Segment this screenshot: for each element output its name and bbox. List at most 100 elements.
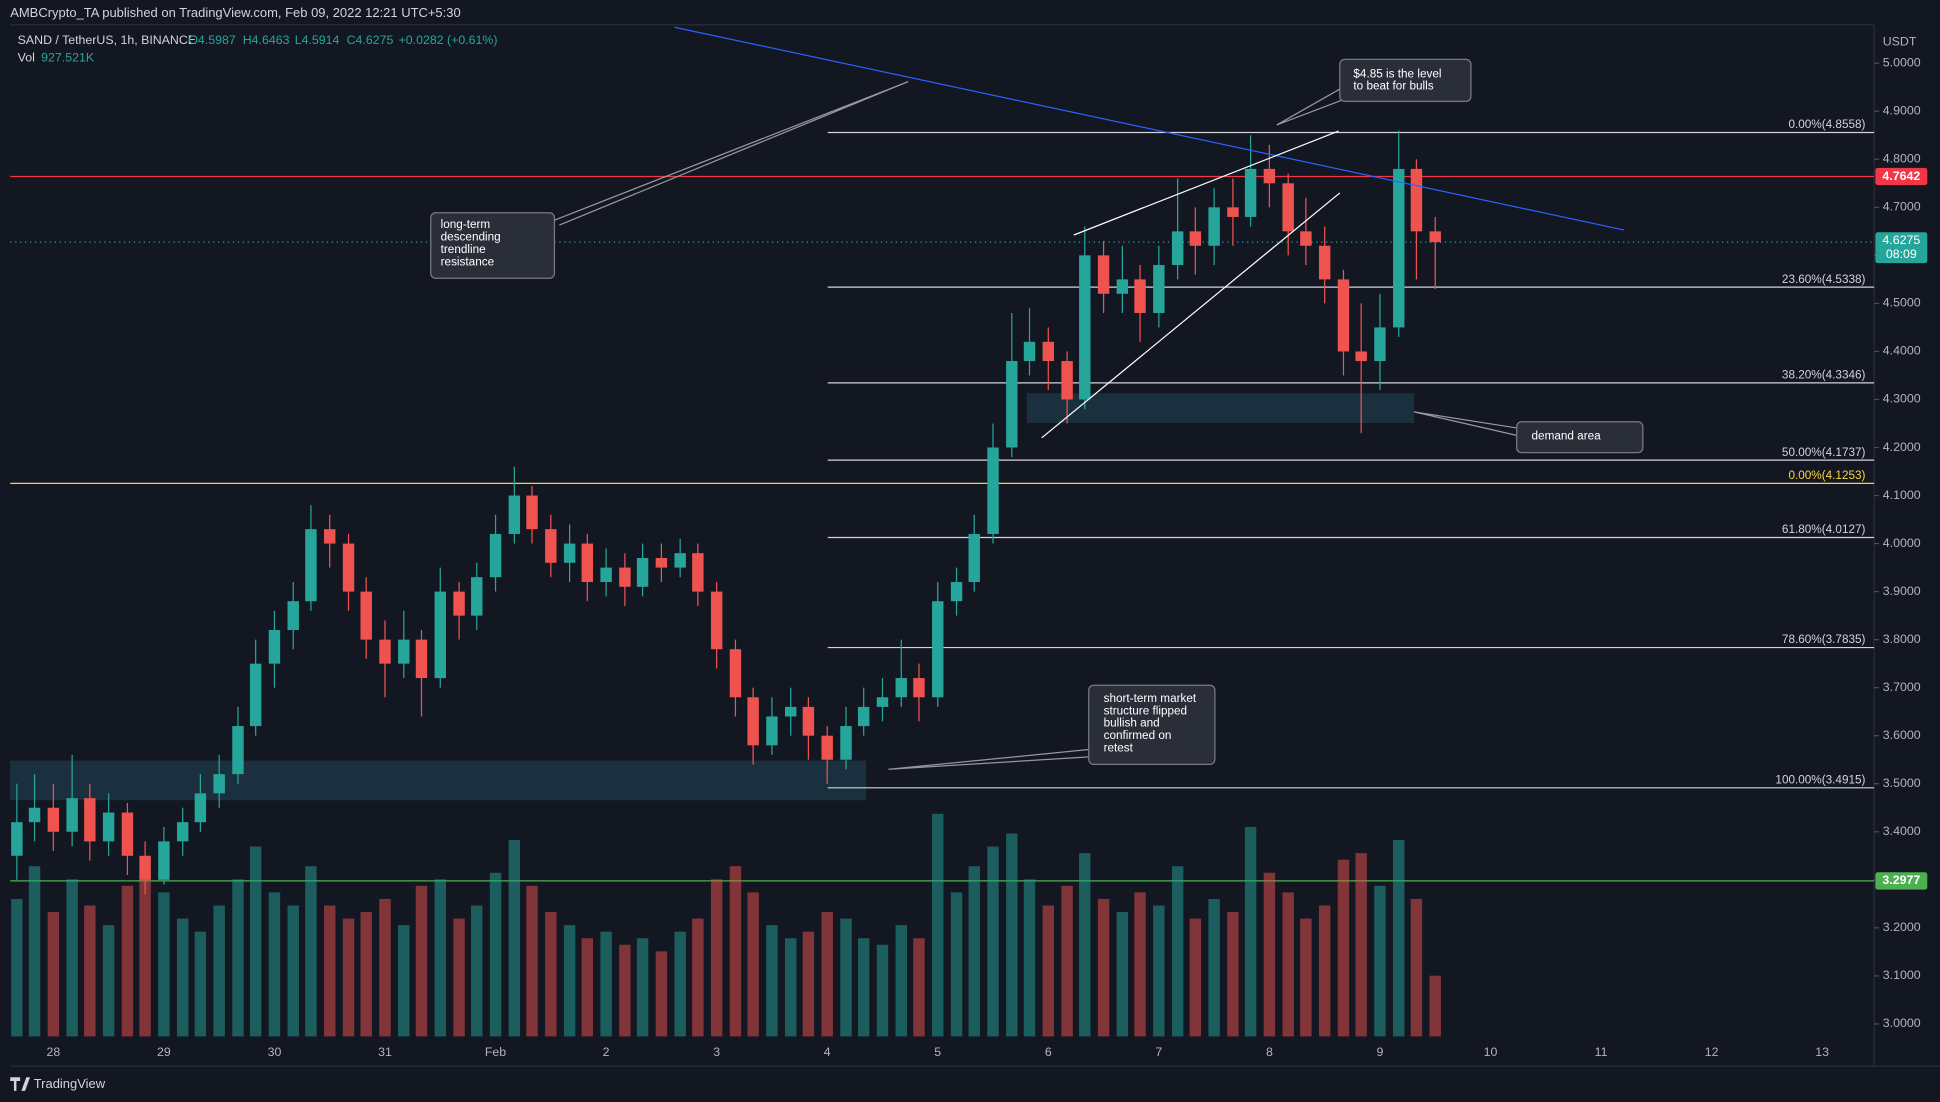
- volume-value: 927.521K: [41, 50, 95, 64]
- candle-body: [324, 529, 336, 544]
- candle-body: [305, 529, 317, 602]
- candle-body: [785, 706, 797, 717]
- candle-body: [176, 822, 189, 842]
- candle-body: [47, 807, 60, 832]
- last-price-label: 4.6275: [1882, 233, 1920, 247]
- volume-bar: [1337, 859, 1350, 1037]
- volume-bar: [415, 885, 428, 1037]
- volume-bar: [526, 885, 538, 1037]
- annotation-text: retest: [1104, 741, 1134, 754]
- annotation-text: short-term market: [1104, 692, 1197, 705]
- candle-body: [213, 774, 225, 794]
- volume-bar: [1153, 905, 1165, 1037]
- candle-body: [1393, 168, 1405, 328]
- volume-bar: [1263, 872, 1276, 1037]
- volume-title: Vol: [18, 50, 35, 64]
- brand: TradingView: [34, 1076, 106, 1091]
- callout-box: [1339, 58, 1472, 103]
- volume-bar: [1171, 866, 1184, 1037]
- candle-body: [1282, 183, 1294, 232]
- volume-bar: [1429, 975, 1441, 1037]
- fib-label: 0.00%(4.1253): [1788, 469, 1865, 482]
- volume-bar: [692, 918, 704, 1037]
- candle-body: [1023, 341, 1036, 362]
- x-tick-label: 8: [1266, 1045, 1273, 1059]
- annotation-text: structure flipped: [1104, 704, 1188, 717]
- volume-bar: [655, 951, 668, 1037]
- y-tick-label: 3.9000: [1883, 584, 1921, 598]
- volume-bar: [1393, 840, 1405, 1037]
- price-tag-label: 3.2977: [1882, 873, 1920, 887]
- volume-bar: [619, 944, 631, 1037]
- volume-bar: [194, 931, 207, 1037]
- volume-bar: [1116, 912, 1129, 1037]
- callout-pointer: [1276, 88, 1349, 126]
- price-tag: [1875, 872, 1928, 890]
- y-tick-label: 3.5000: [1883, 776, 1921, 790]
- price-tag: [1875, 167, 1928, 186]
- fib-label: 0.00%(4.8558): [1788, 118, 1865, 131]
- candle-body: [287, 601, 299, 631]
- candle-body: [1061, 361, 1073, 400]
- candle-body: [526, 495, 538, 530]
- volume-bar: [932, 813, 944, 1037]
- candle-body: [581, 543, 594, 582]
- volume-bar: [1355, 853, 1367, 1037]
- trendline: [674, 26, 1625, 231]
- candle-body: [11, 822, 23, 856]
- volume-bar: [508, 840, 521, 1037]
- candle-body: [950, 581, 963, 602]
- volume-bar: [950, 892, 963, 1037]
- y-tick-label: 4.7000: [1883, 200, 1921, 214]
- y-tick-label: 3.4000: [1883, 824, 1921, 838]
- candle-body: [600, 567, 612, 582]
- candle-body: [360, 591, 372, 640]
- axes: 3.00003.10003.20003.30003.40003.50003.60…: [46, 56, 1928, 1059]
- annotation-text: trendline: [441, 243, 486, 256]
- candles: [11, 130, 1441, 895]
- volume-bar: [1042, 905, 1055, 1037]
- y-tick-label: 3.8000: [1883, 632, 1921, 646]
- volume-bar: [158, 892, 170, 1037]
- candle-body: [1244, 168, 1257, 217]
- quote-value: L4.5914: [295, 33, 340, 47]
- fib-label: 100.00%(3.4915): [1775, 773, 1865, 786]
- volume-bar: [11, 898, 23, 1037]
- volume-bar: [636, 938, 649, 1037]
- volume-bar: [766, 925, 778, 1037]
- volume-bar: [747, 892, 759, 1037]
- volume-bar: [987, 846, 999, 1037]
- x-tick-label: 29: [157, 1045, 171, 1059]
- candle-body: [710, 591, 723, 650]
- candle-body: [1318, 245, 1331, 280]
- candle-body: [508, 495, 521, 534]
- candle-body: [545, 529, 557, 563]
- callout-pointer: [554, 81, 909, 226]
- y-tick-label: 4.0000: [1883, 536, 1921, 550]
- volume-bar: [121, 885, 134, 1037]
- candle-body: [1189, 231, 1202, 246]
- volume-bar: [324, 905, 336, 1037]
- last-price-tag: [1875, 232, 1928, 264]
- fib-label: 78.60%(3.7835): [1782, 633, 1866, 646]
- volume-bar: [857, 938, 870, 1037]
- x-tick-label: 2: [603, 1045, 610, 1059]
- x-tick-label: Feb: [485, 1045, 506, 1059]
- volume-bar: [674, 931, 686, 1037]
- volume-bar: [895, 925, 907, 1037]
- candle-body: [619, 567, 631, 587]
- volume-bar: [139, 872, 151, 1037]
- y-tick-label: 4.2000: [1883, 440, 1921, 454]
- candle-body: [987, 447, 999, 534]
- demand-zone: [1026, 393, 1415, 423]
- y-tick-label: 4.9000: [1883, 104, 1921, 118]
- volume-bar: [1318, 905, 1331, 1037]
- x-tick-label: 4: [824, 1045, 831, 1059]
- fib-label: 38.20%(4.3346): [1782, 369, 1866, 382]
- candle-body: [102, 812, 115, 842]
- callout-pointer: [888, 748, 1089, 770]
- x-tick-label: 3: [713, 1045, 720, 1059]
- volume-bar: [102, 925, 115, 1037]
